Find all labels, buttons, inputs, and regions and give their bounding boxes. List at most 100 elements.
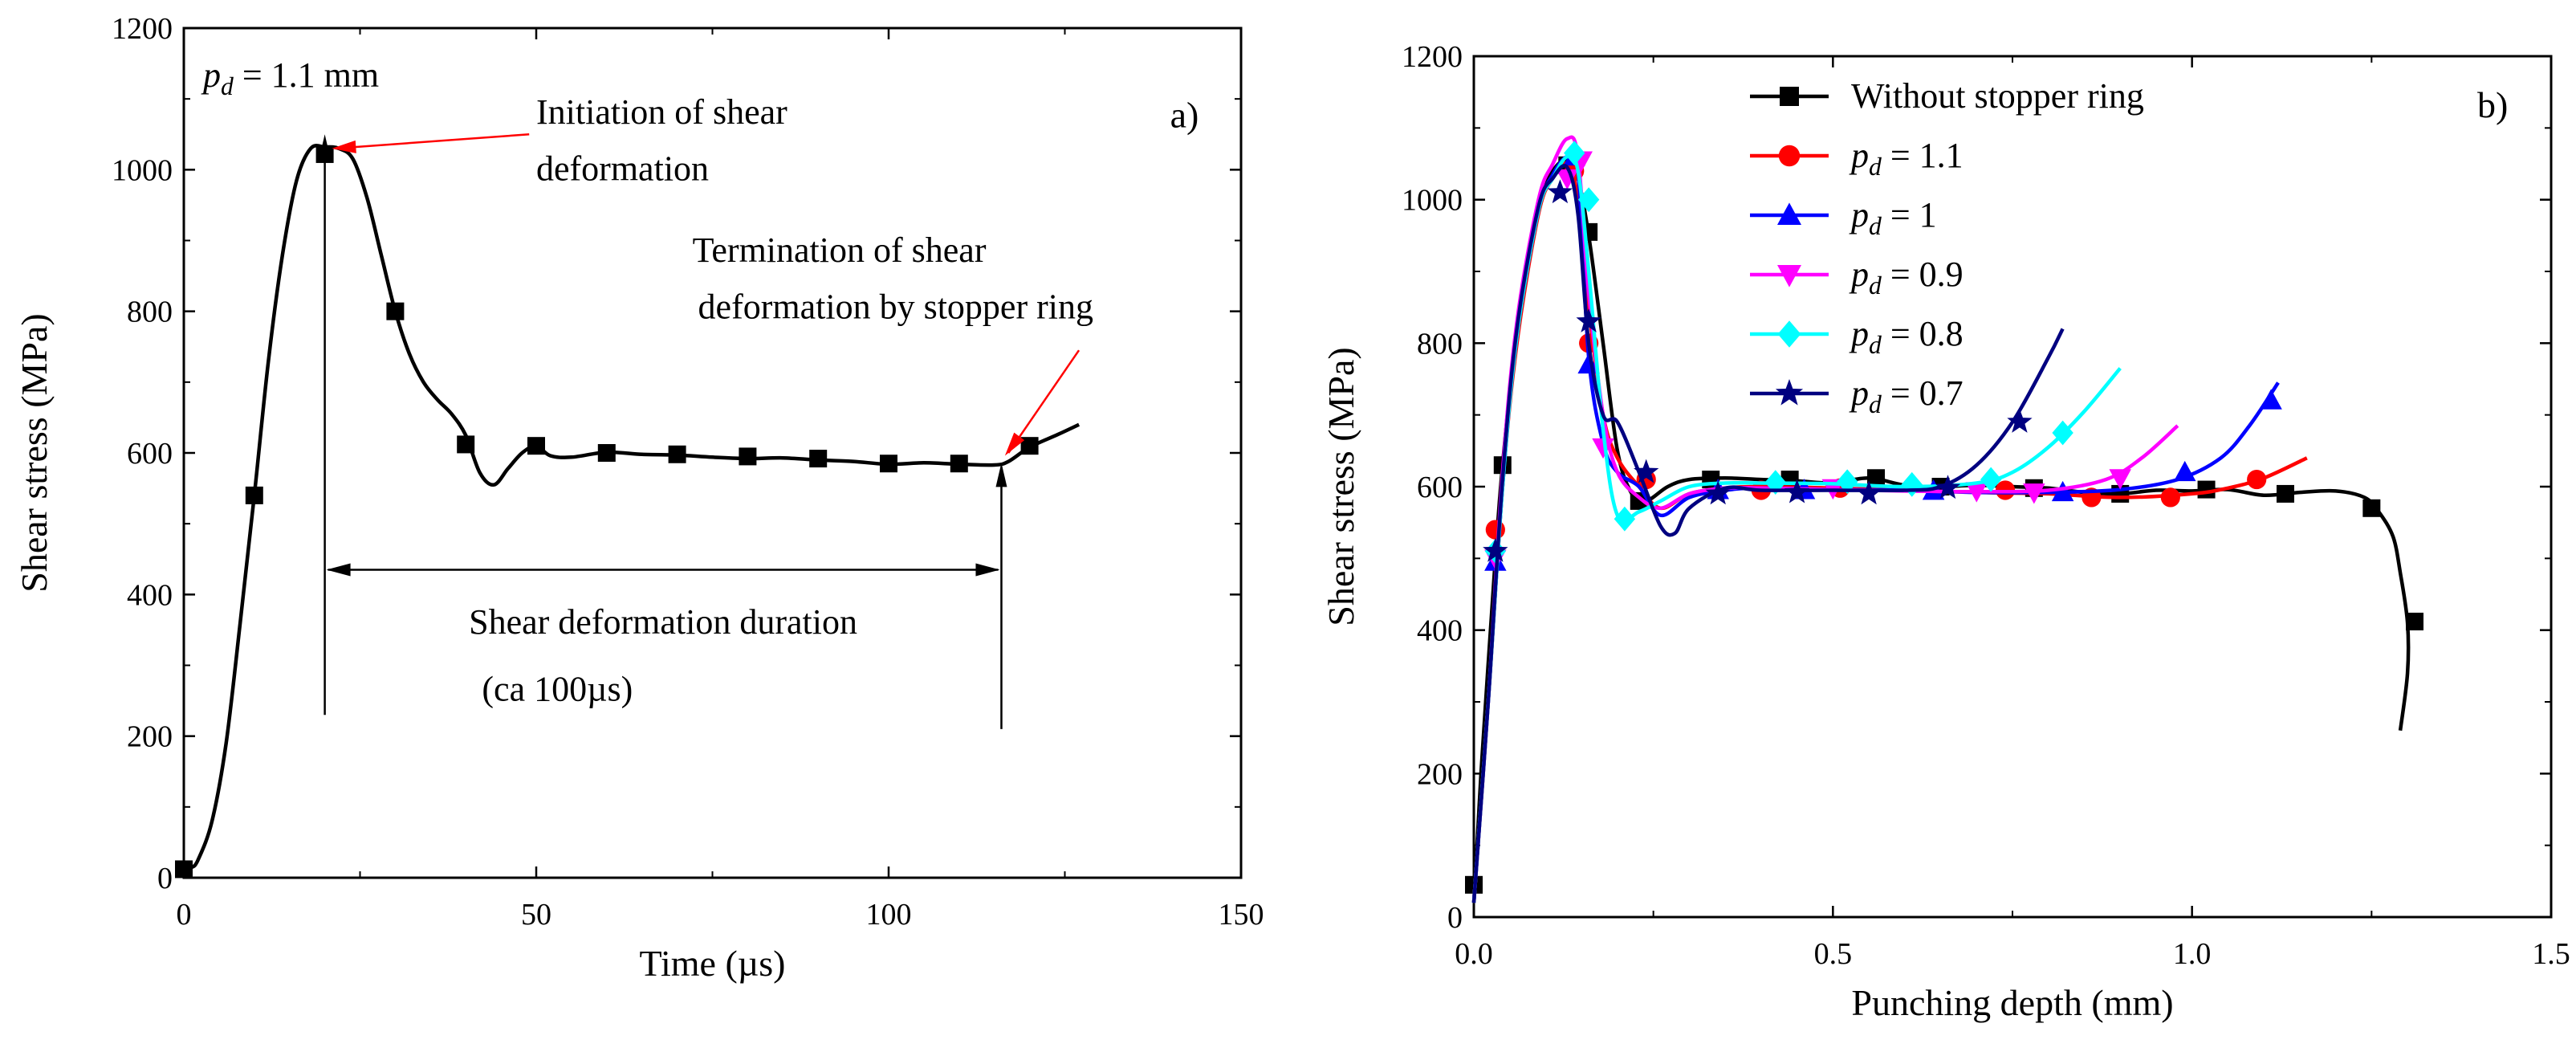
series-marker <box>2052 420 2073 446</box>
legend-marker <box>1777 320 1801 348</box>
series-marker <box>2406 612 2424 630</box>
series-marker <box>668 445 686 463</box>
legend-label: pd = 0.8 <box>1849 314 1964 359</box>
termination-label-line2: deformation by stopper ring <box>698 287 1093 326</box>
series-marker <box>1577 187 1600 213</box>
series-marker <box>739 447 757 466</box>
termination-label-line1: Termination of shear <box>693 230 987 270</box>
series-marker <box>1556 169 1579 190</box>
initiation-arrowhead <box>332 140 356 153</box>
y-axis-title: Shear stress (MPa) <box>1321 347 1361 626</box>
x-tick-label: 1.5 <box>2532 937 2570 971</box>
legend-marker <box>1780 87 1799 106</box>
series-marker <box>1935 475 1961 499</box>
series-marker <box>1630 491 1648 510</box>
series-marker <box>1564 141 1585 165</box>
legend-marker <box>1775 379 1804 406</box>
series-marker <box>1592 438 1614 459</box>
y-tick-label: 400 <box>127 578 173 612</box>
series-marker <box>597 444 616 462</box>
series-marker <box>175 860 193 879</box>
series-marker <box>527 437 545 455</box>
legend: Without stopper ring pd = 1.1 pd = 1 pd = 0… <box>1750 76 2144 418</box>
series-marker <box>2260 389 2282 410</box>
x-tick-label: 100 <box>866 898 912 932</box>
condition-label: pd = 1.1 mm <box>201 55 379 100</box>
initiation-arrow-line <box>335 133 530 150</box>
duration-label-line2: (ca 100µs) <box>482 670 633 709</box>
duration-arrowhead-right <box>975 563 1000 577</box>
x-tick-label: 0 <box>177 898 192 932</box>
legend-label: pd = 1 <box>1849 195 1937 240</box>
termination-arrowhead <box>1004 432 1025 456</box>
legend-marker <box>1777 202 1801 225</box>
y-tick-label: 0 <box>1447 901 1463 935</box>
series-marker <box>2109 469 2131 490</box>
series-group <box>1471 164 2065 903</box>
legend-marker <box>1778 145 1801 167</box>
series-marker <box>386 302 405 320</box>
y-tick-label: 800 <box>1417 327 1463 361</box>
y-tick-label: 0 <box>157 862 173 895</box>
x-axis-title: Punching depth (mm) <box>1851 982 2173 1023</box>
legend-marker <box>1777 265 1801 287</box>
series-marker <box>1764 470 1786 495</box>
series-marker <box>2173 460 2196 482</box>
series-marker <box>1577 353 1600 374</box>
duration-label-line1: Shear deformation duration <box>469 602 857 642</box>
x-tick-label: 0.0 <box>1455 937 1493 971</box>
chart-b: 0.0 0.5 1.0 1.5 0 200 400 600 800 1000 1200 Punchin… <box>1321 40 2570 1023</box>
series-marker <box>2051 480 2074 502</box>
series-marker <box>880 455 897 473</box>
series-marker <box>2362 499 2381 517</box>
y-tick-label: 800 <box>127 296 173 329</box>
series-marker <box>1614 506 1636 532</box>
initiation-label-line1: Initiation of shear <box>536 92 787 132</box>
series-marker <box>1705 480 1731 505</box>
series-marker <box>1634 459 1659 483</box>
initiation-label-line2: deformation <box>536 149 709 189</box>
series-marker <box>1856 480 1882 505</box>
panel-label-b: b) <box>2477 84 2508 125</box>
series-line <box>183 144 1080 873</box>
legend-label: pd = 1.1 <box>1849 136 1964 181</box>
start-guide-arrowhead <box>319 134 331 159</box>
series-marker <box>2247 469 2267 490</box>
y-axis-title: Shear stress (MPa) <box>14 313 55 593</box>
series-marker <box>457 435 475 454</box>
y-tick-label: 600 <box>1417 471 1463 504</box>
panel-label-a: a) <box>1170 94 1199 135</box>
series-marker <box>1784 479 1810 504</box>
y-tick-label: 1200 <box>1402 40 1463 74</box>
y-tick-label: 1200 <box>112 12 173 46</box>
x-tick-label: 50 <box>521 898 551 932</box>
legend-label: Without stopper ring <box>1851 76 2144 116</box>
series-marker <box>1576 308 1601 332</box>
x-axis-title: Time (µs) <box>639 943 785 984</box>
series-marker <box>2023 483 2045 504</box>
duration-arrowhead-left <box>326 563 351 577</box>
series-marker <box>1483 537 1508 562</box>
x-tick-label: 0.5 <box>1814 937 1853 971</box>
series-marker <box>1837 469 1858 495</box>
end-guide-arrowhead <box>995 463 1007 487</box>
series-marker <box>2276 484 2294 503</box>
series-marker <box>1965 482 1988 503</box>
series-marker <box>809 450 828 468</box>
x-tick-label: 150 <box>1219 898 1264 932</box>
series-marker <box>1485 520 1505 540</box>
series-marker <box>1867 469 1886 487</box>
series-marker <box>950 455 968 473</box>
y-tick-label: 400 <box>1417 614 1463 648</box>
series-marker <box>2160 487 2180 508</box>
series-marker <box>1980 467 2002 492</box>
y-tick-label: 200 <box>127 720 173 754</box>
legend-label: pd = 0.9 <box>1849 255 1964 300</box>
legend-label: pd = 0.7 <box>1849 373 1964 418</box>
series-marker <box>2007 409 2033 433</box>
y-tick-label: 1000 <box>112 153 173 187</box>
series-marker <box>1547 179 1573 204</box>
chart-a: 0 50 100 150 0 200 400 600 800 1000 1200 Time (µs) S… <box>14 12 1264 984</box>
y-tick-label: 200 <box>1417 757 1463 791</box>
